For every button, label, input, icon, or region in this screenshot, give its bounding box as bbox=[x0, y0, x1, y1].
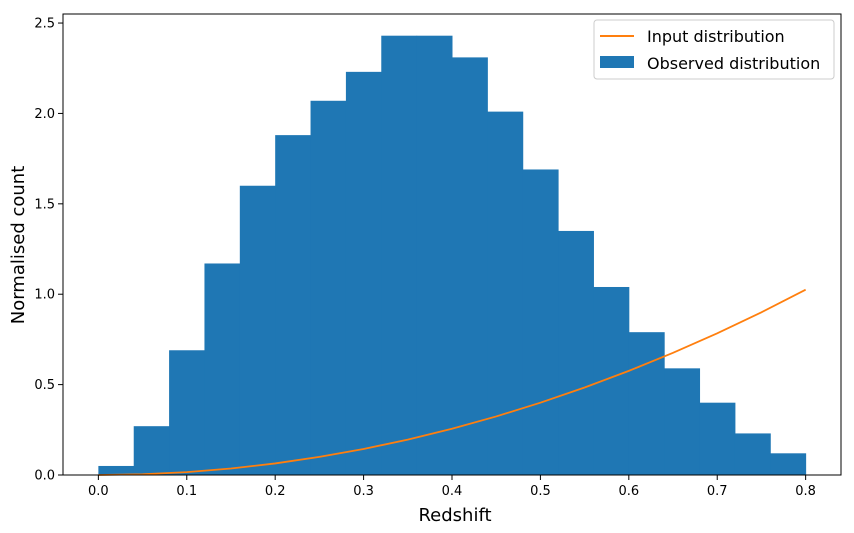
legend-bar-swatch bbox=[600, 56, 634, 68]
legend-label-observed: Observed distribution bbox=[647, 54, 820, 73]
histogram-bar bbox=[628, 332, 665, 475]
x-tick-label: 0.6 bbox=[618, 484, 639, 499]
y-tick-label: 0.5 bbox=[34, 378, 55, 393]
x-tick-label: 0.1 bbox=[176, 484, 197, 499]
legend: Input distribution Observed distribution bbox=[593, 19, 835, 80]
histogram-bar bbox=[310, 100, 347, 475]
histogram-bar bbox=[558, 230, 594, 475]
histogram-bar bbox=[734, 433, 771, 475]
histogram-bar bbox=[275, 135, 312, 475]
y-tick-label: 0.0 bbox=[34, 469, 55, 484]
histogram-bar bbox=[452, 57, 488, 475]
histogram-bar bbox=[487, 111, 524, 475]
x-tick-label: 0.3 bbox=[353, 484, 374, 499]
histogram-bar bbox=[239, 185, 276, 475]
x-tick-label: 0.7 bbox=[707, 484, 728, 499]
y-axis-ticks: 0.0 0.5 1.0 1.5 2.0 2.5 bbox=[34, 17, 63, 484]
x-tick-label: 0.4 bbox=[442, 484, 463, 499]
histogram-bar bbox=[169, 350, 205, 475]
y-tick-label: 2.0 bbox=[34, 107, 55, 122]
histogram-bar bbox=[664, 368, 701, 475]
y-tick-label: 1.5 bbox=[34, 197, 55, 212]
histogram-bar bbox=[770, 453, 807, 475]
y-tick-label: 2.5 bbox=[34, 17, 55, 32]
histogram-bar bbox=[381, 35, 418, 475]
histogram-bars bbox=[98, 35, 807, 476]
x-tick-label: 0.5 bbox=[530, 484, 551, 499]
histogram-bar bbox=[699, 402, 736, 475]
x-tick-label: 0.0 bbox=[88, 484, 109, 499]
histogram-bar bbox=[593, 286, 630, 475]
histogram-bar bbox=[204, 263, 241, 475]
histogram-bar bbox=[416, 35, 453, 475]
histogram-bar bbox=[345, 71, 382, 475]
y-tick-label: 1.0 bbox=[34, 288, 55, 303]
histogram-bar bbox=[98, 465, 135, 475]
input-distribution-line bbox=[98, 288, 807, 476]
x-tick-label: 0.8 bbox=[795, 484, 816, 499]
x-tick-label: 0.2 bbox=[265, 484, 286, 499]
y-axis-label: Normalised count bbox=[8, 166, 29, 325]
histogram-bar bbox=[522, 169, 559, 476]
legend-frame bbox=[593, 19, 835, 80]
x-axis-ticks: 0.0 0.1 0.2 0.3 0.4 0.5 0.6 0.7 0.8 bbox=[88, 475, 816, 499]
legend-label-input: Input distribution bbox=[647, 27, 785, 46]
histogram-bar bbox=[133, 426, 170, 475]
x-axis-label: Redshift bbox=[418, 505, 491, 526]
